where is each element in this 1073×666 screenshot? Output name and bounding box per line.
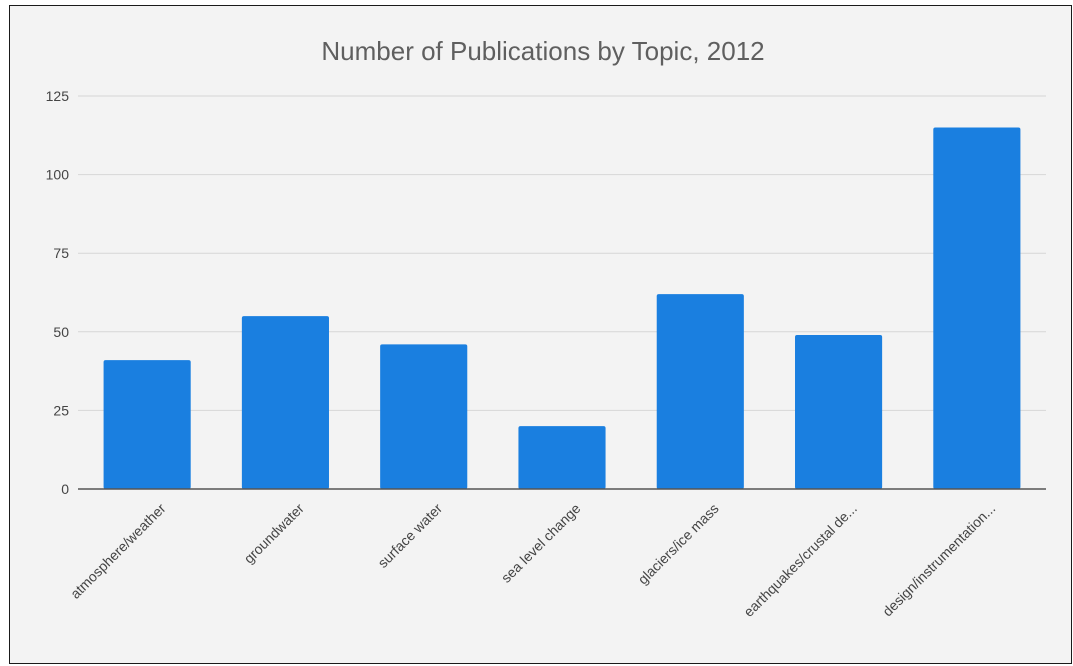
y-tick-label: 75 <box>53 245 69 261</box>
y-tick-label: 0 <box>61 481 69 497</box>
x-tick-label: sea level change <box>498 500 584 586</box>
bar <box>103 360 191 489</box>
x-axis-labels: atmosphere/weather groundwater surface wat… <box>67 500 998 620</box>
chart-frame <box>9 5 1072 664</box>
y-tick-label: 50 <box>53 324 69 340</box>
y-axis-ticks: 0 25 50 75 100 125 <box>46 88 70 497</box>
bar <box>656 294 744 489</box>
bar <box>241 316 329 489</box>
x-tick-label: glaciers/ice mass <box>635 500 722 587</box>
x-tick-label: design/instrumentation... <box>879 500 998 619</box>
x-tick-label: earthquakes/crustal de... <box>740 500 860 620</box>
x-tick-label: atmosphere/weather <box>67 500 169 602</box>
bar <box>380 344 468 489</box>
gridlines <box>78 95 1046 411</box>
bar <box>518 426 606 489</box>
y-tick-label: 100 <box>46 167 70 183</box>
y-tick-label: 25 <box>53 402 69 418</box>
bars <box>103 127 1021 489</box>
chart-title: Number of Publications by Topic, 2012 <box>321 36 764 66</box>
x-tick-label: surface water <box>374 500 445 571</box>
bar <box>933 127 1021 489</box>
x-tick-label: groundwater <box>241 500 308 567</box>
y-tick-label: 125 <box>46 88 70 104</box>
bar <box>795 334 883 489</box>
